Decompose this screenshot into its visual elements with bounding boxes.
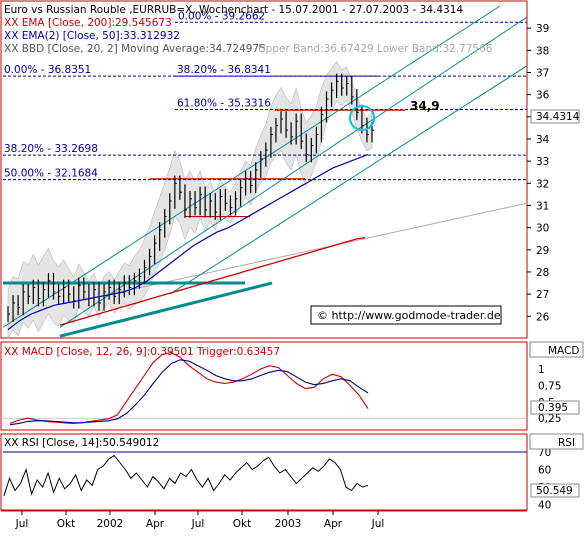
channel-line — [59, 16, 528, 328]
fib-level-label: 0.00% - 36.8351 — [4, 64, 91, 76]
price-y-tick-label: 27 — [536, 289, 549, 301]
macd-trigger-line — [9, 359, 369, 426]
fib-level-label: 61.80% - 35.3316 — [177, 97, 271, 109]
price-y-tick-label: 30 — [536, 223, 549, 235]
rsi-y-tick-label: 70 — [538, 447, 551, 459]
x-tick-label: Apr — [324, 518, 343, 530]
ema50-label: XX EMA(2) [Close, 50]:33.312932 — [4, 30, 180, 42]
support-trendline — [59, 281, 273, 338]
macd-name-box — [529, 341, 584, 358]
price-last-value: 34.4314 — [536, 111, 580, 123]
channel-line — [169, 65, 528, 295]
macd-last-value-box — [530, 400, 580, 415]
bbd-label: XX BBD [Close, 20, 2] Moving Average:34.… — [4, 43, 266, 55]
grey-trendline — [69, 202, 528, 304]
x-tick-label: 2003 — [275, 518, 302, 530]
fib-level-label: 38.20% - 33.2698 — [4, 143, 98, 155]
rsi-panel-frame — [0, 433, 528, 511]
rsi-label: XX RSI [Close, 14]:50.549012 — [4, 437, 159, 449]
x-tick-label: Okt — [57, 518, 75, 530]
x-tick-labels: Jul Okt 2002 Apr Jul Okt 2003 Apr Jul — [15, 511, 385, 530]
macd-panel-frame — [0, 341, 528, 431]
macd-line — [9, 352, 369, 424]
price-y-tick-label: 28 — [536, 267, 549, 279]
copyright-box — [310, 305, 502, 325]
x-tick-label: Jul — [191, 518, 205, 530]
price-y-tick-label: 36 — [536, 90, 550, 102]
rsi-name-box — [529, 433, 584, 450]
macd-y-tick-label: 0,75 — [538, 380, 561, 392]
channel-line — [2, 5, 501, 328]
price-y-tick-label: 39 — [536, 23, 549, 35]
ema200-line — [59, 236, 366, 326]
price-series — [7, 73, 374, 331]
price-y-tick-label: 37 — [536, 67, 549, 79]
x-tick-label: Jul — [15, 518, 29, 530]
rsi-last-value: 50.549 — [536, 485, 573, 497]
chart-title: Euro vs Russian Rouble ,EURRUB=X, Wochen… — [4, 4, 463, 16]
fib-level-label: 0.00% - 39.2662 — [178, 10, 265, 22]
rsi-y-tick-label: 40 — [538, 500, 551, 512]
price-y-tick-label: 32 — [536, 178, 549, 190]
macd-y-tick-label: 1 — [538, 364, 545, 376]
price-y-tick-label: 26 — [536, 311, 550, 323]
price-y-tick-label: 33 — [536, 156, 549, 168]
price-y-tick-label: 29 — [536, 245, 549, 257]
fibonacci-levels: 0.00% - 39.2662 0.00% - 36.8351 38.20% - 3… — [3, 10, 528, 304]
rsi-y-tick-label: 60 — [538, 465, 551, 477]
x-tick-label: Jul — [371, 518, 385, 530]
rsi-line — [3, 454, 369, 496]
macd-y-tick-label: 0,25 — [538, 413, 561, 425]
price-y-tick-label: 31 — [536, 200, 549, 212]
fib-level-label: 38.20% - 36.8341 — [177, 64, 271, 76]
ema50-line — [7, 153, 369, 331]
bbd-bands-label: Upper Band:36.67429 Lower Band:32.77566 — [258, 43, 493, 55]
x-tick-label: Apr — [146, 518, 165, 530]
rsi-name: RSI — [558, 437, 575, 449]
price-panel-frame — [0, 0, 528, 339]
x-tick-label: 2002 — [97, 518, 124, 530]
macd-label: XX MACD [Close, 12, 26, 9]:0.39501 Trigg… — [4, 346, 280, 358]
macd-series — [3, 352, 527, 426]
resistance-annotation: 34,9 — [410, 99, 440, 113]
macd-name: MACD — [548, 345, 579, 357]
price-y-tick-label: 34 — [536, 134, 550, 146]
rsi-last-value-box — [530, 483, 580, 498]
price-last-value-box — [530, 109, 580, 124]
macd-last-value: 0.395 — [538, 402, 568, 414]
ema200-label: XX EMA [Close, 200]:29.545673 — [4, 17, 172, 29]
copyright-text: © http://www.godmode-trader.de — [317, 309, 501, 322]
x-tick-label: Okt — [233, 518, 251, 530]
fib-level-label: 50.00% - 32.1684 — [4, 168, 98, 180]
highlight-circle — [349, 105, 375, 131]
rsi-series — [3, 451, 527, 496]
price-y-tick-label: 38 — [536, 45, 549, 57]
